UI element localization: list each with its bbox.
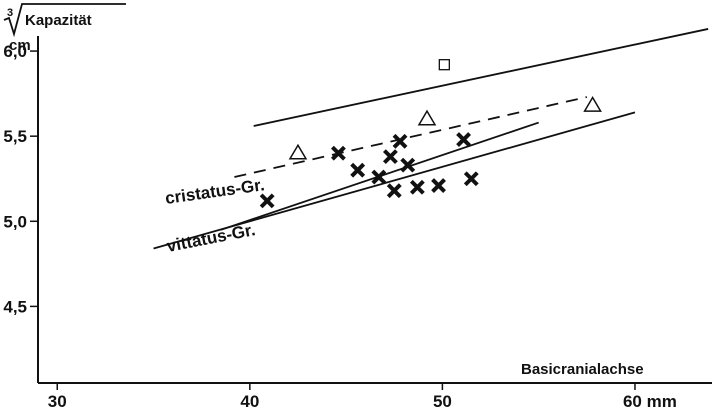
axis-ticks: 30 40 50 60 mm 6,0 5,5 5,0 4,5 [3,42,676,411]
triangle-marker [288,143,308,160]
cross-marker [400,157,416,173]
radical-sign-icon [3,3,126,38]
cross-marker [456,132,471,147]
cross-marker [371,169,387,185]
y-title-root-index: 3 [7,7,13,19]
y-axis-title: 3 Kapazität cm [3,3,126,54]
cross-marker [259,193,275,209]
trend-line [253,28,709,127]
triangle-marker [583,96,602,112]
cross-marker [350,162,366,178]
cross-marker [330,145,346,161]
y-tick-label: 6,0 [3,42,27,61]
trend-line [153,111,636,250]
square-marker [438,59,450,71]
x-tick-label: 60 mm [623,392,677,411]
x-tick-label: 50 [433,392,452,411]
triangle-marker [417,109,437,126]
x-axis-label: Basicranialachse [521,361,644,378]
y-title-text: Kapazität [25,12,92,29]
cross-marker [463,171,479,187]
cross-marker [392,133,408,149]
cross-marker [382,149,398,165]
cross-marker [431,178,446,193]
cross-marker [386,183,402,199]
y-title-unit: cm [9,37,31,54]
regression-lines [153,28,709,250]
y-tick-label: 5,5 [3,127,27,146]
y-tick-label: 5,0 [3,212,27,231]
y-tick-label: 4,5 [3,297,27,316]
cross-marker [409,179,425,195]
x-tick-label: 40 [240,392,259,411]
group-label-cristatus: cristatus-Gr. [164,175,266,208]
data-points [259,59,602,209]
group-label-vittatus: vittatus-Gr. [165,220,257,256]
x-tick-label: 30 [48,392,67,411]
dashed-trend-line [234,96,588,178]
